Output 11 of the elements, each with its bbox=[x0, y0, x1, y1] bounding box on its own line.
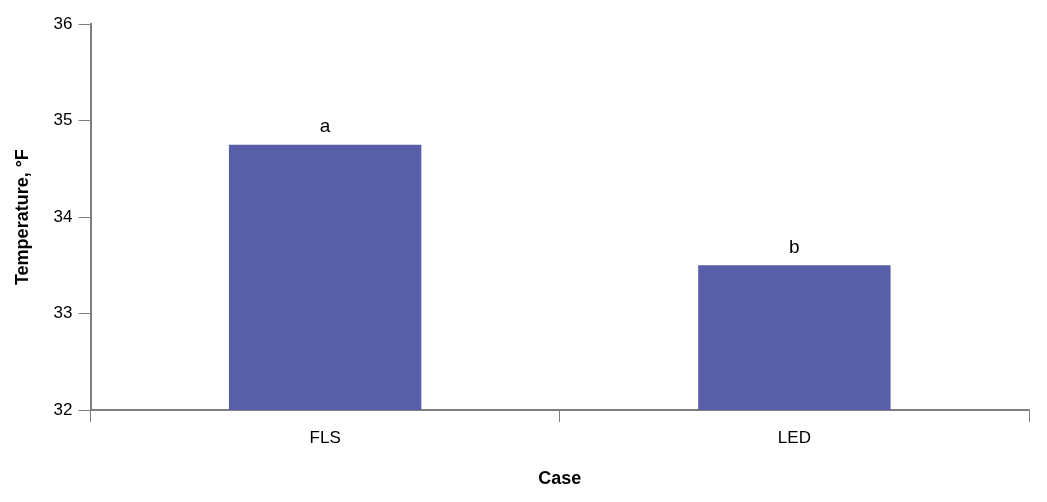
annotation: b bbox=[789, 236, 800, 258]
x-axis-title: Case bbox=[538, 468, 582, 489]
y-tick-label: 33 bbox=[53, 303, 73, 323]
y-tick-label: 32 bbox=[53, 399, 73, 419]
y-tick-label: 34 bbox=[53, 206, 73, 226]
x-tick-label: FLS bbox=[309, 427, 341, 447]
y-tick-label: 35 bbox=[53, 110, 73, 130]
annotation: a bbox=[319, 115, 331, 137]
y-axis-title: Temperature, °F bbox=[11, 149, 32, 286]
y-tick-label: 36 bbox=[53, 13, 73, 33]
x-tick-label: LED bbox=[777, 427, 811, 447]
